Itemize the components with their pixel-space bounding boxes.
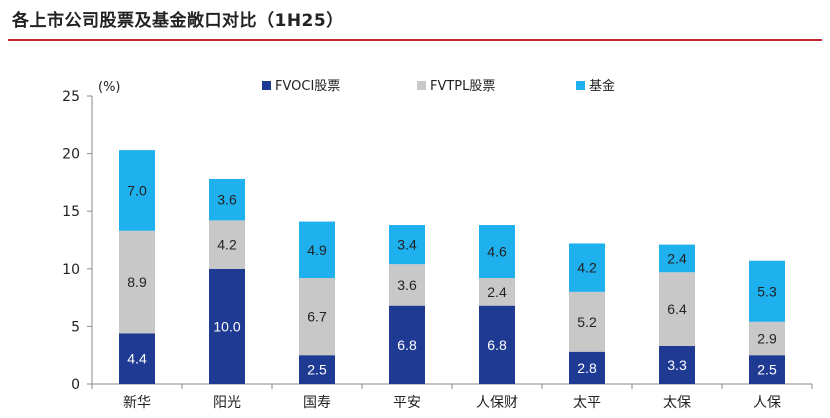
bar-segment-fund	[749, 260, 785, 322]
x-tick-label: 新华	[123, 395, 151, 411]
data-label: 2.4	[667, 250, 687, 266]
data-label: 4.6	[487, 244, 507, 260]
legend-item-fvoci: FVOCI股票	[262, 79, 340, 94]
data-label: 2.9	[757, 330, 777, 346]
bar-segment-fvtpl	[569, 291, 605, 352]
data-label: 6.8	[487, 337, 507, 353]
x-tick-label: 人保	[753, 395, 781, 411]
bar-segment-fund	[119, 150, 155, 231]
y-tick-label: 20	[62, 147, 80, 163]
bar-stack: 2.5 2.9 5.3	[749, 260, 785, 384]
bar-segment-fvtpl	[209, 220, 245, 269]
bars: 4.48.97.010.04.23.62.56.74.96.83.63.46.8…	[119, 150, 785, 384]
data-label: 6.4	[667, 301, 687, 317]
bar-segment-fvtpl	[479, 278, 515, 306]
bar-segment-fund	[479, 225, 515, 279]
x-tick-label: 国寿	[303, 394, 331, 411]
data-label: 3.6	[397, 277, 417, 293]
bar-stack: 2.5 6.7 4.9	[299, 221, 335, 384]
data-label: 2.4	[487, 284, 507, 300]
data-label: 6.8	[397, 337, 417, 353]
bar-segment-fvoci	[749, 355, 785, 384]
legend-swatch	[576, 81, 585, 90]
y-axis-unit-label: (%)	[98, 80, 121, 95]
bar-stack: 6.8 2.4 4.6	[479, 225, 515, 384]
x-tick-label: 太保	[663, 395, 691, 411]
data-label: 2.8	[577, 360, 597, 376]
bar-stack: 6.8 3.6 3.4	[389, 225, 425, 384]
bar-segment-fvoci	[209, 268, 245, 384]
bar-segment-fvoci	[389, 305, 425, 384]
x-axis: 新华 阳光 国寿 平安 人保财 太平 太保 人保	[91, 383, 813, 411]
data-label: 5.3	[757, 283, 777, 299]
bar-segment-fvtpl	[389, 264, 425, 306]
bar-segment-fund	[389, 225, 425, 265]
legend: FVOCI股票 FVTPL股票 基金	[262, 78, 615, 94]
y-tick-label: 15	[62, 204, 80, 220]
bar-segment-fvtpl	[659, 272, 695, 346]
bar-stack: 2.8 5.2 4.2	[569, 243, 605, 384]
x-tick-label: 太平	[573, 395, 601, 411]
y-tick-label: 10	[62, 262, 80, 278]
data-label: 5.2	[577, 314, 597, 330]
bar-stack: 3.3 6.4 2.4	[659, 244, 695, 384]
y-tick-label: 25	[62, 89, 80, 105]
legend-label: FVTPL股票	[430, 79, 495, 94]
data-label: 7.0	[127, 182, 147, 198]
y-tick-label: 0	[71, 377, 80, 393]
bar-segment-fund	[209, 178, 245, 221]
data-label: 3.6	[217, 192, 237, 208]
bar-segment-fvtpl	[119, 230, 155, 334]
data-label: 3.4	[397, 237, 417, 253]
bar-segment-fund	[659, 244, 695, 273]
data-label: 2.5	[757, 362, 777, 378]
legend-item-fvtpl: FVTPL股票	[417, 79, 495, 94]
bar-segment-fvtpl	[299, 278, 335, 356]
y-axis: 0 5 10 15 20 25	[62, 89, 93, 393]
legend-label: FVOCI股票	[275, 79, 340, 94]
data-label: 3.3	[667, 357, 687, 373]
legend-swatch	[262, 81, 271, 90]
data-label: 10.0	[213, 318, 240, 334]
x-tick-label: 阳光	[213, 395, 241, 411]
data-label: 2.5	[307, 362, 327, 378]
data-label: 4.9	[307, 242, 327, 258]
bar-segment-fvoci	[119, 333, 155, 384]
data-label: 4.4	[127, 351, 147, 367]
data-label: 8.9	[127, 274, 147, 290]
x-tick-label: 平安	[393, 395, 421, 411]
bar-segment-fund	[299, 221, 335, 279]
bar-stack: 4.4 8.9 7.0	[119, 150, 155, 384]
bar-segment-fvoci	[479, 305, 515, 384]
bar-segment-fvoci	[659, 345, 695, 384]
data-label: 4.2	[217, 237, 237, 253]
x-tick-label: 人保财	[476, 395, 518, 411]
bar-segment-fvtpl	[749, 321, 785, 356]
legend-swatch	[417, 81, 426, 90]
bar-stack: 10.0 4.2 3.6	[209, 178, 245, 384]
bar-segment-fvoci	[569, 351, 605, 384]
bar-segment-fvoci	[299, 355, 335, 384]
data-label: 6.7	[307, 309, 327, 325]
legend-label: 基金	[589, 78, 615, 94]
bar-segment-fund	[569, 243, 605, 292]
legend-item-fund: 基金	[576, 78, 615, 94]
data-label: 4.2	[577, 260, 597, 276]
y-tick-label: 5	[71, 319, 80, 335]
title-divider	[8, 39, 822, 41]
page-title: 各上市公司股票及基金敞口对比（1H25）	[12, 11, 344, 31]
